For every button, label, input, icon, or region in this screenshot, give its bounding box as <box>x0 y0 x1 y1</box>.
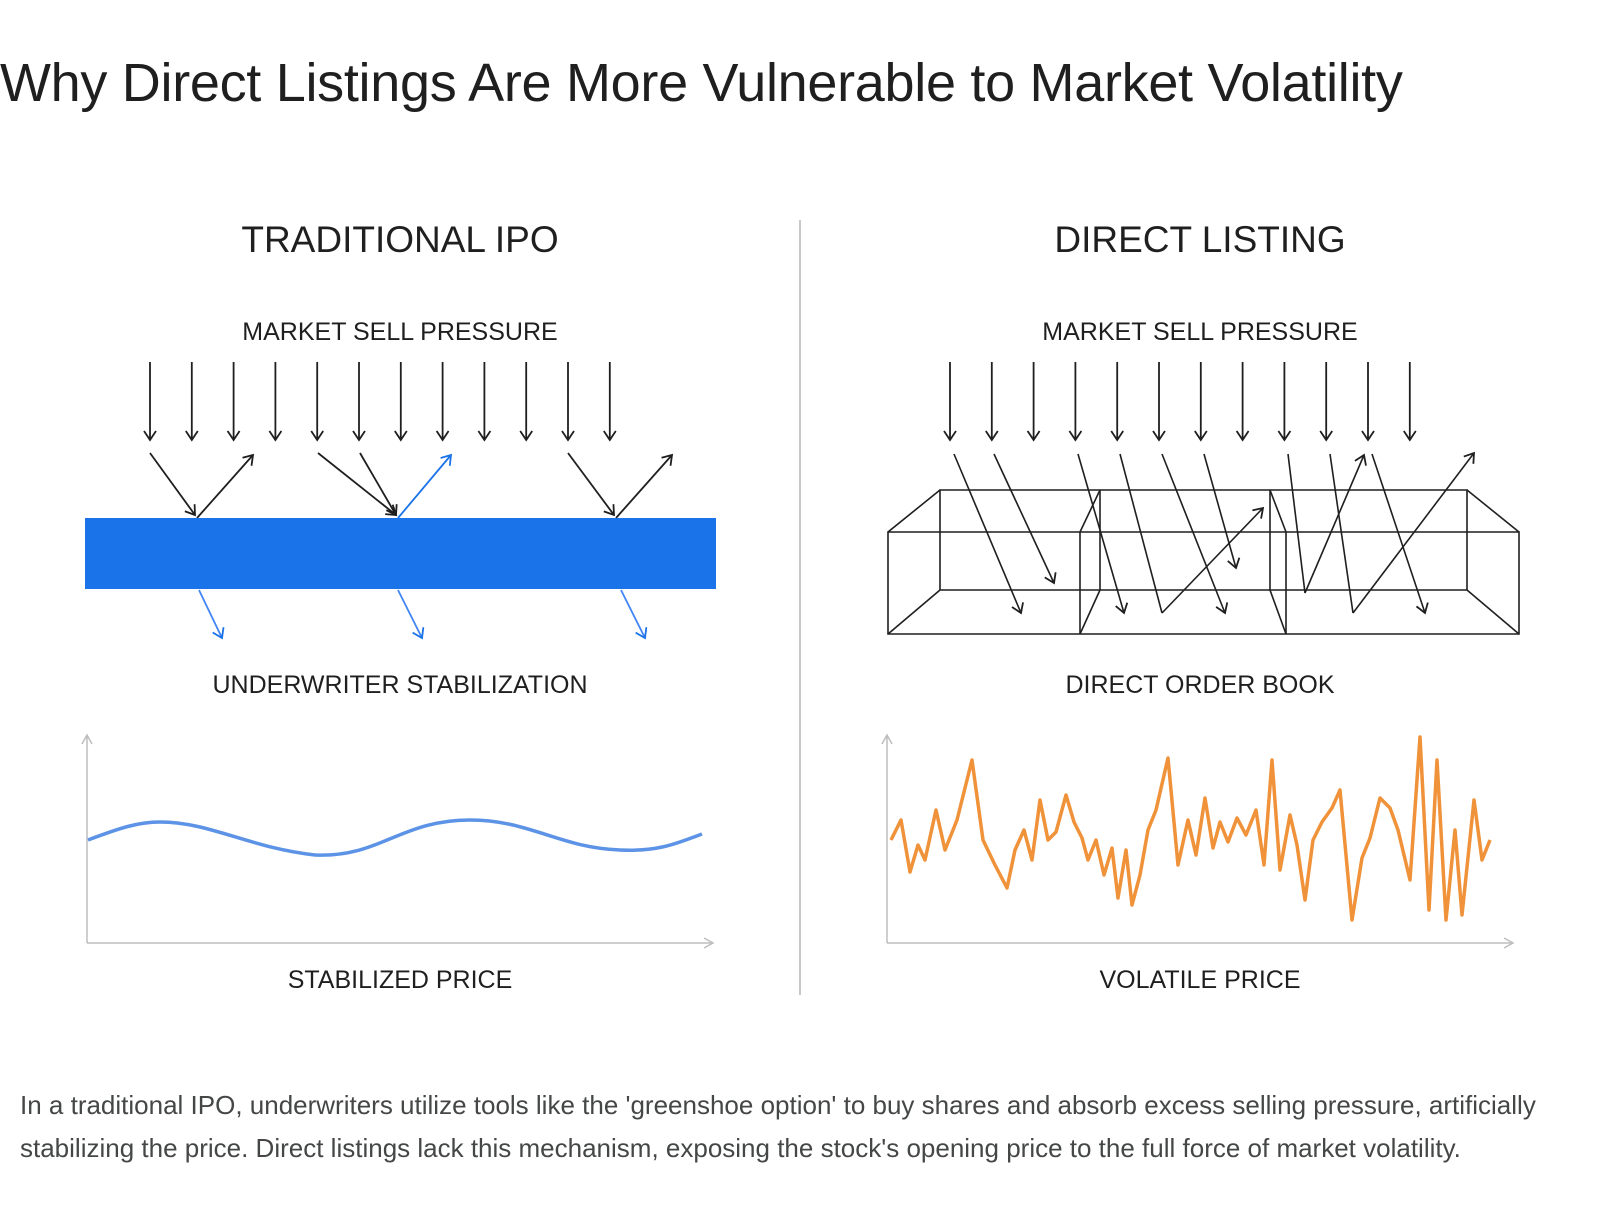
direct-order-book-box <box>887 489 1520 635</box>
right-price-label: VOLATILE PRICE <box>1100 966 1301 994</box>
pass-through-arrow <box>1119 453 1163 614</box>
reflected-arrow <box>196 453 255 519</box>
reflected-arrows <box>196 453 674 519</box>
incoming-arrow <box>317 452 398 517</box>
pass-through-arrows <box>953 451 1475 615</box>
right-barrier-label: DIRECT ORDER BOOK <box>1065 671 1334 699</box>
page-title: Why Direct Listings Are More Vulnerable … <box>0 53 1403 113</box>
left-barrier-label: UNDERWRITER STABILIZATION <box>212 671 587 699</box>
absorbed-arrow <box>620 589 648 640</box>
box-front <box>887 531 1520 635</box>
left-heading: TRADITIONAL IPO <box>241 219 558 260</box>
pass-through-arrow <box>1077 453 1129 615</box>
right-heading: DIRECT LISTING <box>1054 219 1345 260</box>
absorbed-arrow <box>397 589 425 640</box>
incoming-arrow <box>359 452 398 517</box>
stabilized-price-line <box>87 818 703 857</box>
comparison-diagram: TRADITIONAL IPO MARKET SELL PRESSURE UND… <box>81 219 1520 995</box>
caption: In a traditional IPO, underwriters utili… <box>20 1090 1536 1163</box>
reflected-arrow <box>397 453 453 519</box>
volatile-price-chart <box>881 733 1515 949</box>
stabilized-price-chart <box>81 733 715 949</box>
rebound-arrow <box>1304 453 1367 594</box>
incoming-arrow <box>149 452 196 517</box>
pass-through-arrow <box>1329 453 1354 614</box>
pass-through-arrow <box>953 453 1024 615</box>
left-pressure-label: MARKET SELL PRESSURE <box>242 318 557 346</box>
absorbed-arrow <box>198 589 225 640</box>
pass-through-arrow <box>1287 453 1306 594</box>
direct-listing-panel: DIRECT LISTING MARKET SELL PRESSURE <box>881 219 1520 994</box>
underwriter-stabilization-barrier <box>85 518 716 589</box>
sell-pressure-arrows <box>943 362 1417 442</box>
left-price-label: STABILIZED PRICE <box>288 966 513 994</box>
incoming-pressure-arrows <box>149 452 615 517</box>
incoming-arrow <box>567 452 615 517</box>
rebound-arrow <box>1352 451 1475 614</box>
box-back <box>939 489 1468 591</box>
traditional-ipo-panel: TRADITIONAL IPO MARKET SELL PRESSURE UND… <box>81 219 716 994</box>
pass-through-arrow <box>1203 453 1241 570</box>
pass-through-arrow <box>1371 453 1429 615</box>
sell-pressure-arrows <box>143 362 617 442</box>
pass-through-arrow <box>1161 453 1229 615</box>
right-pressure-label: MARKET SELL PRESSURE <box>1042 318 1357 346</box>
volatile-price-line <box>889 735 1492 922</box>
reflected-arrow <box>615 453 674 519</box>
absorbed-arrows <box>198 589 648 640</box>
pass-through-arrow <box>993 453 1057 585</box>
rebound-arrow <box>1161 506 1265 614</box>
